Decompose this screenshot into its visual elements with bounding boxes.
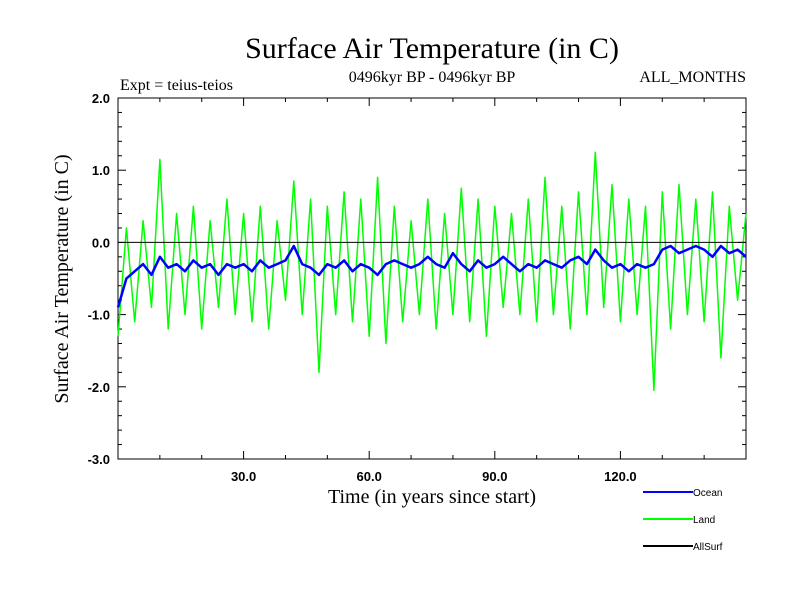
y-tick-label: -3.0 bbox=[88, 452, 110, 467]
y-tick-label: -1.0 bbox=[88, 308, 110, 323]
y-tick-label: 2.0 bbox=[92, 91, 110, 106]
x-axis-label: Time (in years since start) bbox=[328, 486, 536, 508]
y-tick-label: -2.0 bbox=[88, 380, 110, 395]
plot-frame bbox=[117, 97, 747, 460]
series-line-ocean bbox=[116, 244, 747, 308]
subtitle-right: ALL_MONTHS bbox=[639, 69, 746, 86]
y-axis-label: Surface Air Temperature (in C) bbox=[51, 154, 73, 403]
subtitle-left: Expt = teius-teios bbox=[120, 77, 233, 94]
series-line-land bbox=[117, 151, 747, 392]
subtitle-center: 0496kyr BP - 0496kyr BP bbox=[349, 69, 516, 86]
chart-title: Surface Air Temperature (in C) bbox=[245, 32, 619, 65]
x-tick-label: 90.0 bbox=[482, 469, 507, 484]
legend-label-land: Land bbox=[693, 515, 715, 526]
x-tick-label: 120.0 bbox=[604, 469, 637, 484]
y-tick-label: 1.0 bbox=[92, 163, 110, 178]
legend-label-ocean: Ocean bbox=[693, 488, 722, 499]
x-axis: 30.0 60.0 90.0 120.0 bbox=[159, 98, 705, 484]
legend: Ocean Land AllSurf bbox=[643, 488, 723, 553]
x-tick-label: 30.0 bbox=[231, 469, 256, 484]
series-group bbox=[116, 151, 747, 392]
x-tick-label: 60.0 bbox=[357, 469, 382, 484]
y-tick-label: 0.0 bbox=[92, 235, 110, 250]
legend-label-allsurf: AllSurf bbox=[693, 542, 723, 553]
